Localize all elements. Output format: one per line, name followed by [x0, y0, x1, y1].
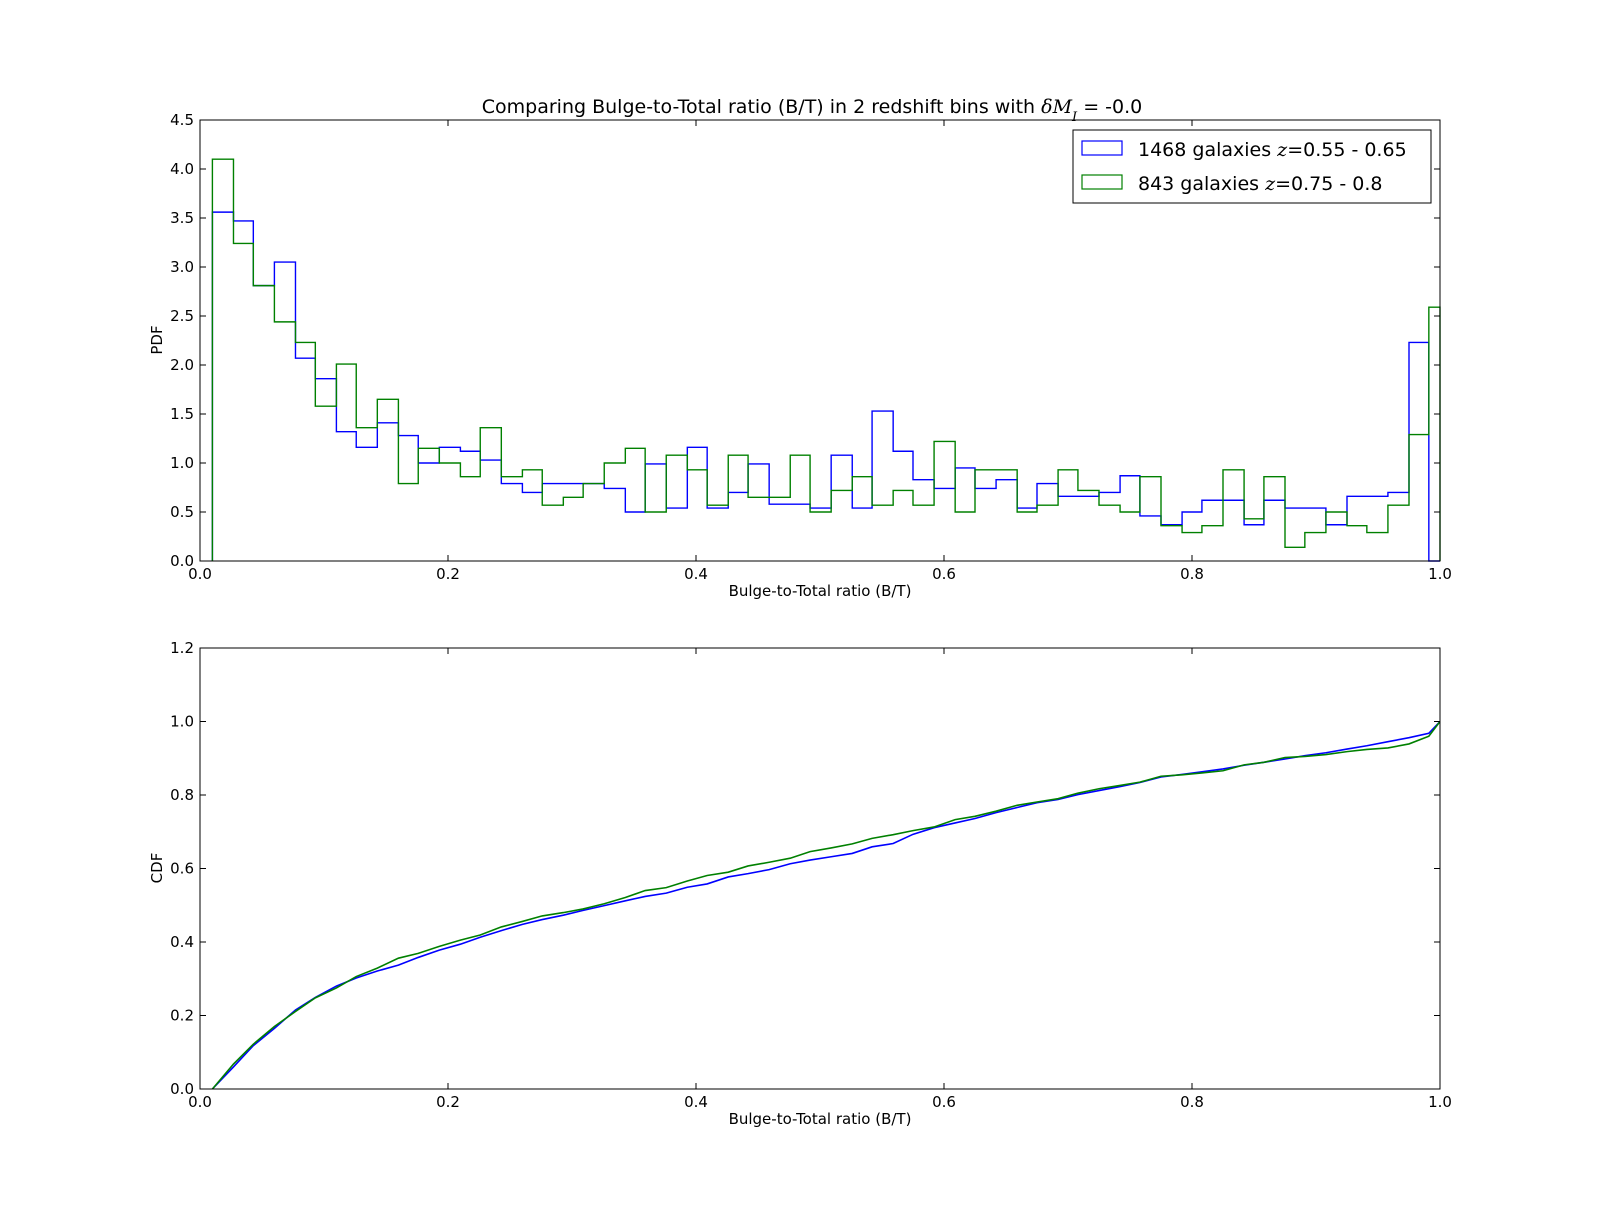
pdf-title-subscript: I: [1071, 110, 1078, 125]
cdf-ytick-label: 0.0: [170, 1080, 194, 1098]
pdf-legend: 1468 galaxies z=0.55 - 0.65 843 galaxies…: [1072, 129, 1432, 204]
pdf-plot-area: [211, 158, 1441, 562]
cdf-plot-area: [211, 720, 1441, 1090]
cdf-ytick-label: 0.4: [170, 933, 194, 951]
legend-entry-1-math: z: [1276, 139, 1288, 161]
cdf-xtick-label: 0.4: [684, 1093, 708, 1111]
legend-frame: [1072, 129, 1432, 204]
pdf-ylabel: PDF: [148, 325, 166, 354]
cdf-axes-frame: [199, 647, 1441, 1090]
pdf-title-math: δM: [1041, 96, 1072, 118]
pdf-histogram-green: [211, 158, 1441, 561]
cdf-panel: 0.0 0.2 0.4 0.6 0.8 1.00.00.20.40.60.81.01.2 …: [148, 639, 1452, 1128]
pdf-title-suffix: = -0.0: [1077, 96, 1142, 118]
pdf-ytick-label: 2.5: [170, 307, 194, 325]
pdf-ytick-label: 0.5: [170, 503, 194, 521]
pdf-xtick-label: 1.0: [1428, 565, 1452, 583]
legend-entry-1468-galaxies: 1468 galaxies z=0.55 - 0.65: [1138, 139, 1407, 161]
cdf-ytick-label: 1.2: [170, 639, 194, 657]
cdf-xlabel: Bulge-to-Total ratio (B/T): [729, 1110, 912, 1128]
cdf-line-green: [211, 721, 1441, 1090]
cdf-ylabel: CDF: [148, 853, 166, 884]
pdf-ytick-label: 2.0: [170, 356, 194, 374]
pdf-ytick-label: 3.5: [170, 209, 194, 227]
pdf-ytick-label: 4.5: [170, 111, 194, 129]
pdf-ytick-label: 4.0: [170, 160, 194, 178]
pdf-ytick-label: 0.0: [170, 552, 194, 570]
legend-entry-2-math: z: [1264, 173, 1276, 195]
pdf-ytick-label: 1.5: [170, 405, 194, 423]
legend-entry-2-suffix: =0.75 - 0.8: [1275, 173, 1382, 195]
cdf-xtick-label: 0.6: [932, 1093, 956, 1111]
pdf-title-prefix: Comparing Bulge-to-Total ratio (B/T) in …: [482, 96, 1041, 118]
cdf-xtick-label: 0.2: [436, 1093, 460, 1111]
legend-swatch-green: [1081, 174, 1123, 190]
cdf-ytick-label: 0.2: [170, 1007, 194, 1025]
legend-entry-2-prefix: 843 galaxies: [1138, 173, 1265, 195]
cdf-xtick-label: 0.8: [1180, 1093, 1204, 1111]
legend-entry-843-galaxies: 843 galaxies z=0.75 - 0.8: [1138, 173, 1383, 195]
pdf-xtick-label: 0.6: [932, 565, 956, 583]
cdf-ytick-label: 0.8: [170, 786, 194, 804]
cdf-ytick-label: 0.6: [170, 860, 194, 878]
pdf-xtick-label: 0.8: [1180, 565, 1204, 583]
pdf-axes-frame: [199, 119, 1441, 562]
pdf-ticks: 0.0 0.2 0.4 0.6 0.8 1.0 0.0 0.5 1.0 1.5 2.0 2.5 3.0 3…: [170, 111, 1452, 583]
pdf-xtick-label: 0.0: [188, 565, 212, 583]
cdf-xtick-label: 0.0: [188, 1093, 212, 1111]
cdf-ytick-label: 1.0: [170, 713, 194, 731]
pdf-xtick-label: 0.2: [436, 565, 460, 583]
legend-entry-1-suffix: =0.55 - 0.65: [1287, 139, 1406, 161]
cdf-xtick-label: 1.0: [1428, 1093, 1452, 1111]
pdf-xtick-label: 0.4: [684, 565, 708, 583]
legend-swatch-blue: [1081, 140, 1123, 156]
legend-entry-1-prefix: 1468 galaxies: [1138, 139, 1277, 161]
pdf-panel: Comparing Bulge-to-Total ratio (B/T) in …: [148, 96, 1452, 600]
pdf-ytick-label: 3.0: [170, 258, 194, 276]
pdf-xlabel: Bulge-to-Total ratio (B/T): [729, 582, 912, 600]
pdf-ytick-label: 1.0: [170, 454, 194, 472]
pdf-title: Comparing Bulge-to-Total ratio (B/T) in …: [482, 96, 1143, 125]
